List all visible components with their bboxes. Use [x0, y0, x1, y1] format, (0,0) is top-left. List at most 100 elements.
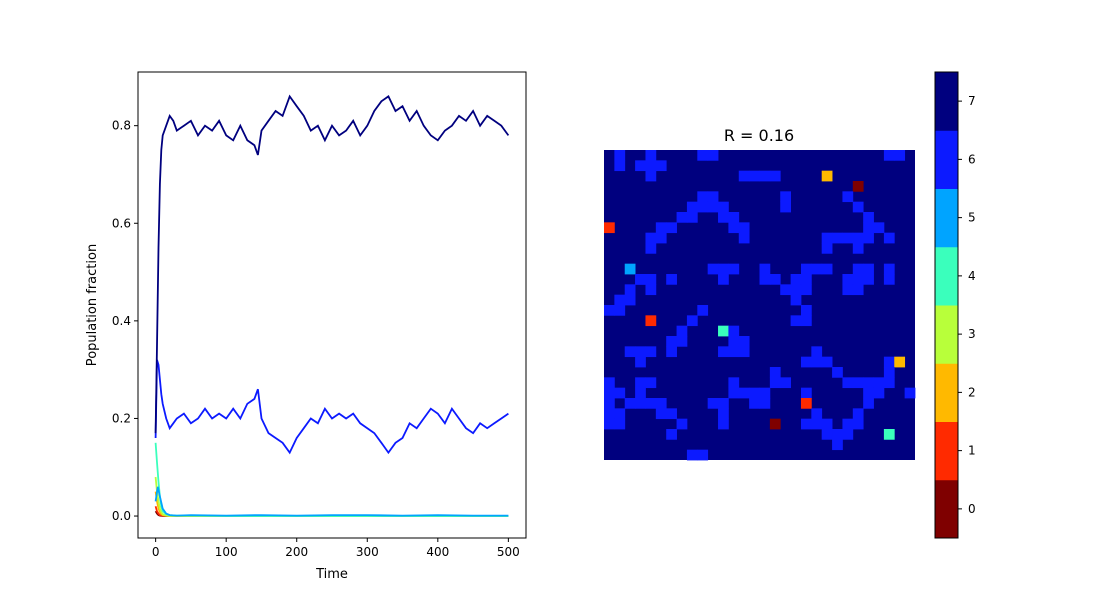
heatmap-cell: [666, 429, 677, 440]
heatmap-cell: [873, 387, 885, 399]
x-tick-label: 100: [215, 545, 238, 559]
y-ticks: 0.0 0.2 0.4 0.6 0.8: [112, 119, 138, 523]
x-axis-label: Time: [315, 567, 348, 582]
heatmap-cell: [738, 387, 750, 399]
heatmap-cell: [894, 150, 906, 161]
heatmap-cell: [624, 263, 636, 275]
heatmap-cell: [883, 367, 895, 378]
heatmap-cell: [728, 263, 740, 275]
colorbar-segment-7: [935, 72, 958, 131]
heatmap-cell: [811, 346, 823, 358]
heatmap-cell: [635, 387, 646, 399]
heatmap-cell: [821, 356, 833, 368]
heatmap-cell: [728, 377, 740, 389]
heatmap-cell: [821, 243, 833, 254]
heatmap-cell: [842, 191, 854, 203]
heatmap-cell: [863, 222, 874, 234]
colorbar-segment-1: [935, 421, 958, 481]
heatmap-cell: [635, 274, 646, 285]
heatmap-cell: [645, 377, 657, 389]
heatmap-cell: [790, 315, 802, 327]
heatmap-cell: [863, 387, 874, 399]
line-chart: 0 100 200 300 400 500 0.0 0.2 0.4 0.6 0.8 Time Po…: [85, 71, 527, 582]
heatmap-cell: [614, 418, 626, 430]
heatmap-cell: [718, 398, 729, 409]
heatmap-cell: [769, 418, 781, 430]
heatmap-cell: [655, 222, 667, 234]
heatmap-cell: [821, 232, 833, 244]
heatmap-cell: [645, 274, 657, 285]
colorbar-segment-2: [935, 363, 958, 422]
heatmap-cell: [645, 170, 657, 182]
heatmap-cell: [852, 243, 864, 254]
heatmap-cell: [738, 222, 750, 234]
heatmap-cell: [697, 305, 709, 316]
heatmap-cell: [759, 387, 771, 399]
heatmap-cell: [769, 170, 781, 182]
heatmap-cell: [769, 274, 781, 285]
heatmap-cell: [811, 263, 823, 275]
heatmap-cell: [749, 398, 760, 409]
heatmap-cell: [738, 336, 750, 347]
heatmap-cell: [811, 356, 823, 368]
line-series-group: [154, 94, 510, 517]
heatmap-cell: [852, 408, 864, 420]
heatmap-cell: [676, 212, 688, 223]
heatmap-cell: [645, 398, 657, 409]
heatmap-cell: [800, 315, 812, 327]
heatmap-cell: [718, 263, 729, 275]
heatmap-cell: [635, 356, 646, 368]
colorbar-tick-label: 0: [968, 502, 976, 516]
x-tick-label: 300: [356, 545, 379, 559]
heatmap-cell: [666, 408, 677, 420]
heatmap-cell: [707, 191, 719, 203]
heatmap-cell: [759, 263, 771, 275]
heatmap-cell: [852, 181, 864, 192]
colorbar-tick-label: 7: [968, 94, 976, 108]
heatmap-cell: [666, 346, 677, 358]
heatmap-cell: [718, 212, 729, 223]
heatmap-cell: [883, 356, 895, 368]
heatmap-cell: [707, 201, 719, 213]
heatmap-cell: [666, 222, 677, 234]
heatmap-cell: [738, 232, 750, 244]
heatmap-cell: [728, 387, 740, 399]
heatmap-cell: [842, 232, 854, 244]
heatmap-cell: [707, 398, 719, 409]
y-tick-label: 0.8: [112, 119, 131, 133]
heatmap-cell: [883, 263, 895, 275]
heatmap-cell: [800, 418, 812, 430]
heatmap-cell: [759, 170, 771, 182]
line-series-1: [154, 359, 509, 455]
heatmap-cell: [821, 418, 833, 430]
colorbar-tick-label: 6: [968, 152, 976, 166]
heatmap-cell: [852, 232, 864, 244]
colorbar: 0 1 2 3 4 5 6 7: [934, 71, 976, 539]
heatmap-cell: [686, 315, 698, 327]
heatmap-cell: [842, 284, 854, 296]
colorbar-segment-0: [935, 479, 958, 539]
heatmap-cell: [852, 201, 864, 213]
heatmap-cell: [655, 160, 667, 172]
heatmap-cell: [800, 387, 812, 399]
heatmap-cell: [707, 150, 719, 161]
line-chart-frame: [137, 71, 527, 539]
heatmap-cell: [604, 305, 615, 316]
heatmap-cell: [811, 408, 823, 420]
heatmap-cell: [697, 201, 709, 213]
y-tick-label: 0.4: [112, 314, 131, 328]
heatmap-cell: [904, 387, 916, 399]
heatmap-cell: [832, 367, 843, 378]
heatmap-cell: [873, 222, 885, 234]
heatmap-cell: [842, 429, 854, 440]
heatmap-cell: [863, 377, 874, 389]
heatmap-cell: [718, 408, 729, 420]
x-tick-label: 400: [426, 545, 449, 559]
heatmap-cell: [749, 387, 760, 399]
heatmap-cell: [883, 377, 895, 389]
colorbar-tick-label: 2: [968, 385, 976, 399]
heatmap-background: [604, 150, 915, 460]
heatmap-cell: [883, 150, 895, 161]
heatmap-cell: [790, 294, 802, 306]
